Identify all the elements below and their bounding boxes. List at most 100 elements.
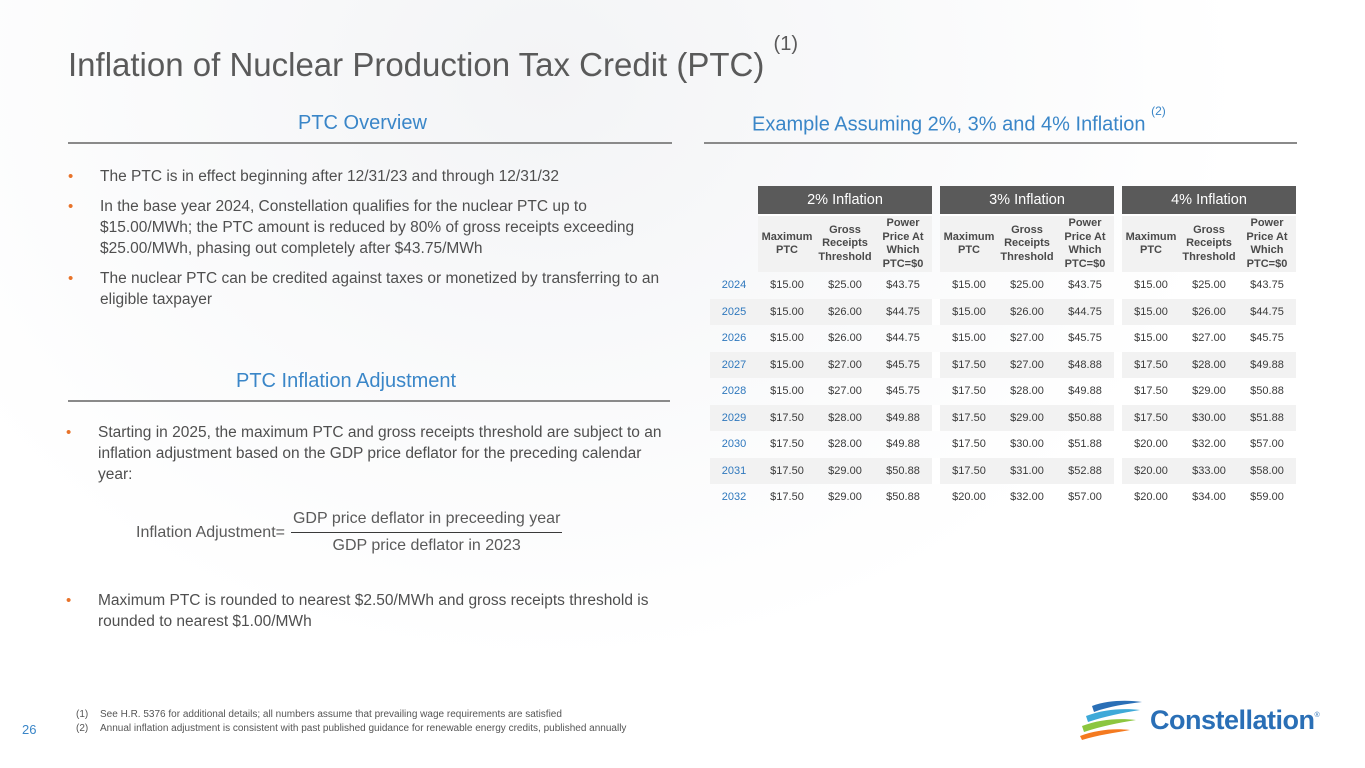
value-cell: $15.00 xyxy=(952,332,986,345)
constellation-logo: Constellation® xyxy=(1080,700,1320,740)
example-heading: Example Assuming 2%, 3% and 4% Inflation… xyxy=(752,104,1166,136)
value-cell: $15.00 xyxy=(952,279,986,292)
value-cell: $44.75 xyxy=(1056,298,1114,325)
footnotes: (1) See H.R. 5376 for additional details;… xyxy=(76,708,626,736)
bullet-dot-icon: • xyxy=(66,592,72,609)
inflation-formula: Inflation Adjustment= GDP price deflator… xyxy=(136,510,563,555)
overview-divider xyxy=(68,142,672,144)
value-cell: $45.75 xyxy=(1068,332,1102,345)
adjustment-heading: PTC Inflation Adjustment xyxy=(236,370,457,392)
value-cell: $20.00 xyxy=(1134,438,1168,451)
value-cell: $50.88 xyxy=(874,457,932,484)
group-header: 3% Inflation xyxy=(940,186,1114,215)
value-cell: $50.88 xyxy=(1250,385,1284,398)
column-header: Gross Receipts Threshold xyxy=(998,214,1056,272)
value-cell: $28.00 xyxy=(828,438,862,451)
value-cell: $50.88 xyxy=(886,491,920,504)
overview-bullet: • The PTC is in effect beginning after 12… xyxy=(68,168,560,185)
overview-bullets: • The PTC is in effect beginning after 12… xyxy=(68,166,668,319)
page-title-text: Inflation of Nuclear Production Tax Cred… xyxy=(68,46,765,83)
year-cell: 2027 xyxy=(710,351,758,378)
footnote: (1) See H.R. 5376 for additional details;… xyxy=(76,709,562,720)
value-cell: $49.88 xyxy=(1068,385,1102,398)
value-cell: $45.75 xyxy=(874,351,932,378)
value-cell: $50.88 xyxy=(1056,404,1114,431)
column-header: Maximum PTC xyxy=(940,214,998,272)
constellation-swoosh-icon xyxy=(1080,700,1142,740)
value-cell: $32.00 xyxy=(1192,438,1226,451)
value-cell: $15.00 xyxy=(1134,279,1168,292)
table-row: 2026 $15.00 $26.00 $44.75 $15.00 $27.00 $45.75… xyxy=(710,325,1296,352)
table-row: 2032 $17.50 $29.00 $50.88 $20.00 $32.00 $57.00… xyxy=(710,484,1296,511)
value-cell: $43.75 xyxy=(886,279,920,292)
ptc-inflation-table: 2% Inflation 3% Inflation 4% Inflation M… xyxy=(710,186,1296,511)
value-cell: $15.00 xyxy=(758,298,816,325)
title-footnote-marker: (1) xyxy=(773,33,798,55)
value-cell: $27.00 xyxy=(1192,332,1226,345)
value-cell: $15.00 xyxy=(770,279,804,292)
value-cell: $57.00 xyxy=(1250,438,1284,451)
group-header: 4% Inflation xyxy=(1122,186,1296,215)
value-cell: $29.00 xyxy=(816,457,874,484)
year-cell: 2030 xyxy=(721,438,747,451)
formula-denominator: GDP price deflator in 2023 xyxy=(332,537,521,554)
column-header: Maximum PTC xyxy=(1122,214,1180,272)
bullet-dot-icon: • xyxy=(68,198,74,215)
value-cell: $44.75 xyxy=(1238,298,1296,325)
value-cell: $30.00 xyxy=(1180,404,1238,431)
example-divider xyxy=(704,142,1297,144)
value-cell: $17.50 xyxy=(952,438,986,451)
value-cell: $15.00 xyxy=(770,385,804,398)
value-cell: $15.00 xyxy=(770,332,804,345)
value-cell: $17.50 xyxy=(940,404,998,431)
formula-numerator: GDP price deflator in preceeding year xyxy=(290,510,563,533)
column-header: Maximum PTC xyxy=(758,214,816,272)
table-row: 2024 $15.00 $25.00 $43.75 $15.00 $25.00 $43.75… xyxy=(710,272,1296,299)
value-cell: $45.75 xyxy=(886,385,920,398)
column-header: Gross Receipts Threshold xyxy=(816,214,874,272)
column-header: Power Price At Which PTC=$0 xyxy=(1238,214,1296,272)
formula-fraction: GDP price deflator in preceeding year GD… xyxy=(290,510,563,555)
value-cell: $17.50 xyxy=(758,457,816,484)
value-cell: $49.88 xyxy=(874,404,932,431)
year-cell: 2029 xyxy=(710,404,758,431)
value-cell: $26.00 xyxy=(1180,298,1238,325)
value-cell: $26.00 xyxy=(828,332,862,345)
value-cell: $32.00 xyxy=(1010,491,1044,504)
value-cell: $25.00 xyxy=(1010,279,1044,292)
table-row: 2027 $15.00 $27.00 $45.75 $17.50 $27.00 $48.88… xyxy=(710,351,1296,378)
year-cell: 2031 xyxy=(710,457,758,484)
value-cell: $52.88 xyxy=(1056,457,1114,484)
year-cell: 2028 xyxy=(721,385,747,398)
value-cell: $20.00 xyxy=(1122,457,1180,484)
overview-heading: PTC Overview xyxy=(298,112,427,134)
value-cell: $48.88 xyxy=(1056,351,1114,378)
value-cell: $28.00 xyxy=(816,404,874,431)
overview-bullet: • In the base year 2024, Constellation qu… xyxy=(68,198,635,257)
table-row: 2030 $17.50 $28.00 $49.88 $17.50 $30.00 $51.88… xyxy=(710,431,1296,458)
bullet-dot-icon: • xyxy=(68,270,74,287)
value-cell: $17.50 xyxy=(952,385,986,398)
group-header: 2% Inflation xyxy=(758,186,932,215)
year-cell: 2025 xyxy=(710,298,758,325)
example-footnote-marker: (2) xyxy=(1151,104,1166,118)
value-cell: $25.00 xyxy=(828,279,862,292)
value-cell: $17.50 xyxy=(940,457,998,484)
value-cell: $17.50 xyxy=(770,491,804,504)
table-row: 2029 $17.50 $28.00 $49.88 $17.50 $29.00 $50.88… xyxy=(710,404,1296,431)
table-row: 2025 $15.00 $26.00 $44.75 $15.00 $26.00 $44.75… xyxy=(710,298,1296,325)
value-cell: $29.00 xyxy=(828,491,862,504)
bullet-dot-icon: • xyxy=(68,168,74,185)
value-cell: $15.00 xyxy=(1134,332,1168,345)
value-cell: $49.88 xyxy=(886,438,920,451)
value-cell: $51.88 xyxy=(1068,438,1102,451)
overview-bullet: • The nuclear PTC can be credited against… xyxy=(68,270,660,308)
value-cell: $26.00 xyxy=(998,298,1056,325)
adjustment-divider xyxy=(68,400,670,402)
value-cell: $51.88 xyxy=(1238,404,1296,431)
value-cell: $25.00 xyxy=(1192,279,1226,292)
year-cell: 2024 xyxy=(721,279,747,292)
adjustment-bullet: • Maximum PTC is rounded to nearest $2.50… xyxy=(66,592,649,630)
value-cell: $44.75 xyxy=(874,298,932,325)
logo-text: Constellation® xyxy=(1150,704,1320,735)
